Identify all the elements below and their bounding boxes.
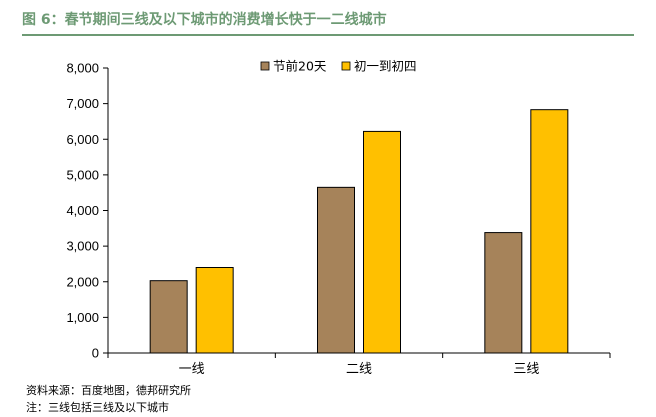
source-note: 资料来源：百度地图，德邦研究所 bbox=[26, 384, 191, 397]
y-tick-label: 2,000 bbox=[66, 274, 99, 289]
x-category-label: 一线 bbox=[179, 362, 205, 377]
y-tick-label: 6,000 bbox=[66, 132, 99, 147]
x-category-label: 三线 bbox=[513, 362, 539, 377]
bars bbox=[149, 109, 569, 354]
x-category-label: 二线 bbox=[346, 362, 372, 377]
y-axis: 0 1,000 2,000 3,000 4,000 5,000 6,000 7,000 8,00… bbox=[66, 61, 109, 361]
y-tick-label: 7,000 bbox=[66, 96, 99, 111]
y-tick-label: 8,000 bbox=[66, 61, 99, 76]
legend: 节前20天 初一到初四 bbox=[260, 59, 417, 74]
title-underline bbox=[22, 34, 634, 36]
legend-swatch bbox=[341, 61, 351, 71]
bar-2-3 bbox=[530, 109, 569, 354]
bar-1-1 bbox=[149, 280, 188, 354]
bar-1-3 bbox=[484, 232, 523, 354]
legend-label: 节前20天 bbox=[273, 59, 327, 74]
y-tick-label: 4,000 bbox=[66, 203, 99, 218]
y-tick-label: 3,000 bbox=[66, 239, 99, 254]
y-tick-label: 1,000 bbox=[66, 310, 99, 325]
figure-title: 图 6：春节期间三线及以下城市的消费增长快于一二线城市 bbox=[22, 12, 387, 28]
x-axis: 一线 二线 三线 bbox=[107, 352, 611, 377]
legend-label: 初一到初四 bbox=[354, 59, 417, 74]
bar-1-2 bbox=[317, 186, 355, 354]
bar-2-1 bbox=[195, 267, 234, 354]
y-tick-label: 5,000 bbox=[66, 167, 99, 182]
footnote: 注：三线包括三线及以下城市 bbox=[26, 401, 169, 414]
bar-2-2 bbox=[363, 130, 401, 354]
legend-swatch bbox=[260, 61, 270, 71]
y-tick-label: 0 bbox=[92, 346, 99, 361]
